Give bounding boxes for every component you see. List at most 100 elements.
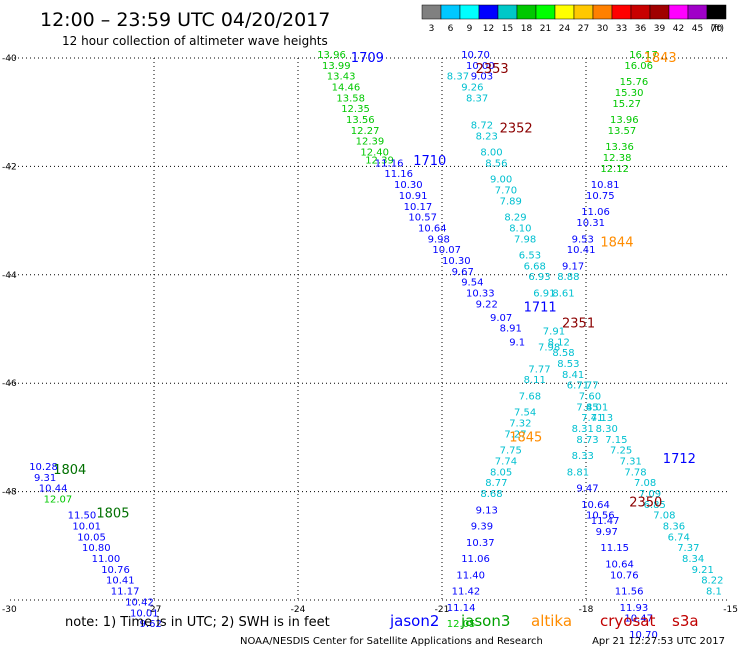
- wave-height-value: 13.58: [336, 93, 365, 104]
- x-tick-label: -15: [723, 605, 738, 615]
- wave-height-value: 11.56: [615, 587, 644, 598]
- colorbar-swatch: [478, 4, 499, 20]
- colorbar-tick: 3: [429, 24, 435, 34]
- wave-height-value: 10.57: [408, 213, 437, 224]
- wave-height-value: 12.35: [341, 104, 370, 115]
- colorbar-tick: 9: [467, 24, 473, 34]
- wave-height-value: 7.25: [610, 446, 632, 457]
- chart-subtitle: 12 hour collection of altimeter wave hei…: [62, 34, 328, 48]
- pass-time-label: 2352: [500, 121, 533, 136]
- pass-time-label: 1843: [644, 51, 677, 66]
- pass-time-label: 1844: [600, 235, 633, 250]
- wave-height-value: 8.12: [548, 337, 570, 348]
- wave-height-value: 8.05: [490, 467, 512, 478]
- wave-height-value: 11.14: [447, 603, 476, 614]
- pass-time-label: 1709: [351, 51, 384, 66]
- wave-height-value: 7.77: [528, 364, 550, 375]
- mission-legend-entry: altika: [531, 612, 572, 630]
- colorbar-tick: 27: [578, 24, 589, 34]
- wave-height-value: 7.78: [624, 467, 646, 478]
- wave-height-value: 10.47: [624, 614, 653, 625]
- x-tick-label: -24: [291, 605, 306, 615]
- wave-height-value: 8.30: [596, 424, 618, 435]
- wave-height-value: 12.12: [600, 164, 629, 175]
- pass-time-label: 1710: [413, 154, 446, 169]
- wave-height-value: 10.00: [466, 61, 495, 72]
- wave-height-value: 12.39: [356, 137, 385, 148]
- colorbar-swatch: [592, 4, 613, 20]
- wave-height-value: 8.41: [562, 370, 584, 381]
- wave-height-value: 9.97: [596, 527, 618, 538]
- wave-height-value: 12.39: [365, 156, 394, 167]
- wave-height-value: 10.17: [404, 202, 433, 213]
- footer-timestamp: Apr 21 12:27:53 UTC 2017: [592, 636, 725, 647]
- wave-height-value: 16.17: [629, 50, 658, 61]
- wave-height-value: 10.05: [77, 532, 106, 543]
- wave-height-value: 10.01: [72, 522, 101, 533]
- wave-height-value: 11.16: [384, 169, 413, 180]
- y-tick-label: -46: [2, 379, 17, 389]
- wave-height-value: 7.09: [639, 489, 661, 500]
- wave-height-value: 10.07: [432, 245, 461, 256]
- wave-height-value: 7.31: [620, 457, 642, 468]
- wave-height-value: 6.71: [567, 381, 589, 392]
- colorbar-tick: 24: [559, 24, 571, 34]
- wave-height-value: 10.64: [605, 559, 634, 570]
- note-text: note: 1) Time is in UTC; 2) SWH is in fe…: [65, 615, 330, 630]
- wave-height-value: 10.70: [461, 50, 490, 61]
- wave-height-value: 10.33: [466, 288, 495, 299]
- wave-height-value: 12.07: [44, 494, 73, 505]
- wave-height-value: 8.11: [524, 375, 546, 386]
- colorbar-tick: 15: [502, 24, 513, 34]
- wave-height-value: 11.50: [68, 511, 97, 522]
- wave-height-value: 9.21: [692, 565, 714, 576]
- x-tick-label: -18: [579, 605, 594, 615]
- wave-height-value: 11.06: [461, 554, 490, 565]
- wave-height-value: 10.70: [629, 630, 658, 641]
- colorbar-tick: 30: [597, 24, 609, 34]
- wave-height-value: 13.43: [327, 72, 356, 83]
- wave-height-value: 8.01: [586, 402, 608, 413]
- colorbar-swatch: [497, 4, 518, 20]
- wave-height-value: 8.23: [476, 131, 498, 142]
- colorbar-tick: 33: [616, 24, 627, 34]
- wave-height-value: 7.70: [495, 186, 517, 197]
- wave-height-value: 10.64: [418, 223, 447, 234]
- y-tick-label: -48: [2, 488, 17, 498]
- wave-height-value: 10.64: [581, 500, 610, 511]
- colorbar-tick: 36: [635, 24, 647, 34]
- wave-height-value: 10.37: [466, 538, 495, 549]
- wave-height-value: 10.76: [101, 565, 130, 576]
- wave-height-labels: 13.9613.9913.4314.4613.5812.3513.5612.27…: [29, 50, 723, 641]
- pass-time-labels: 1709 1710 1711 1712 1804 1805 1843 1844 1845 2350…: [53, 51, 696, 521]
- wave-height-value: 10.41: [567, 245, 596, 256]
- colorbar-swatch: [554, 4, 575, 20]
- pass-time-label: 1711: [524, 300, 557, 315]
- mission-legend-entry: s3a: [672, 612, 699, 630]
- wave-height-value: 7.13: [591, 413, 613, 424]
- wave-height-value: 9.47: [576, 484, 598, 495]
- y-tick-label: -44: [2, 271, 17, 281]
- wave-height-value: 7.15: [605, 435, 627, 446]
- wave-height-value: 8.22: [701, 576, 723, 587]
- pass-time-label: 2353: [476, 62, 509, 77]
- y-tick-label: -40: [2, 54, 17, 64]
- colorbar-tick: 39: [654, 24, 666, 34]
- colorbar-tick: 70: [711, 24, 723, 34]
- wave-height-value: 9.54: [461, 278, 483, 289]
- wave-height-value: 7.08: [653, 511, 675, 522]
- colorbar-unit: (ft): [710, 24, 724, 34]
- wave-height-value: 6.68: [524, 261, 546, 272]
- wave-height-value: 11.00: [92, 554, 121, 565]
- colorbar-swatch: [611, 4, 632, 20]
- wave-height-value: 9.22: [476, 299, 498, 310]
- mission-legend: jason2 jason3 altika cryosat s3a: [389, 612, 699, 630]
- mission-legend-entry: jason2: [389, 612, 439, 630]
- wave-height-value: 8.36: [663, 522, 685, 533]
- wave-height-value: 8.31: [572, 424, 594, 435]
- wave-height-value: 8.73: [576, 435, 598, 446]
- wave-height-value: 9.26: [461, 83, 483, 94]
- wave-height-value: 12.27: [351, 126, 380, 137]
- wave-height-value: 7.75: [500, 446, 522, 457]
